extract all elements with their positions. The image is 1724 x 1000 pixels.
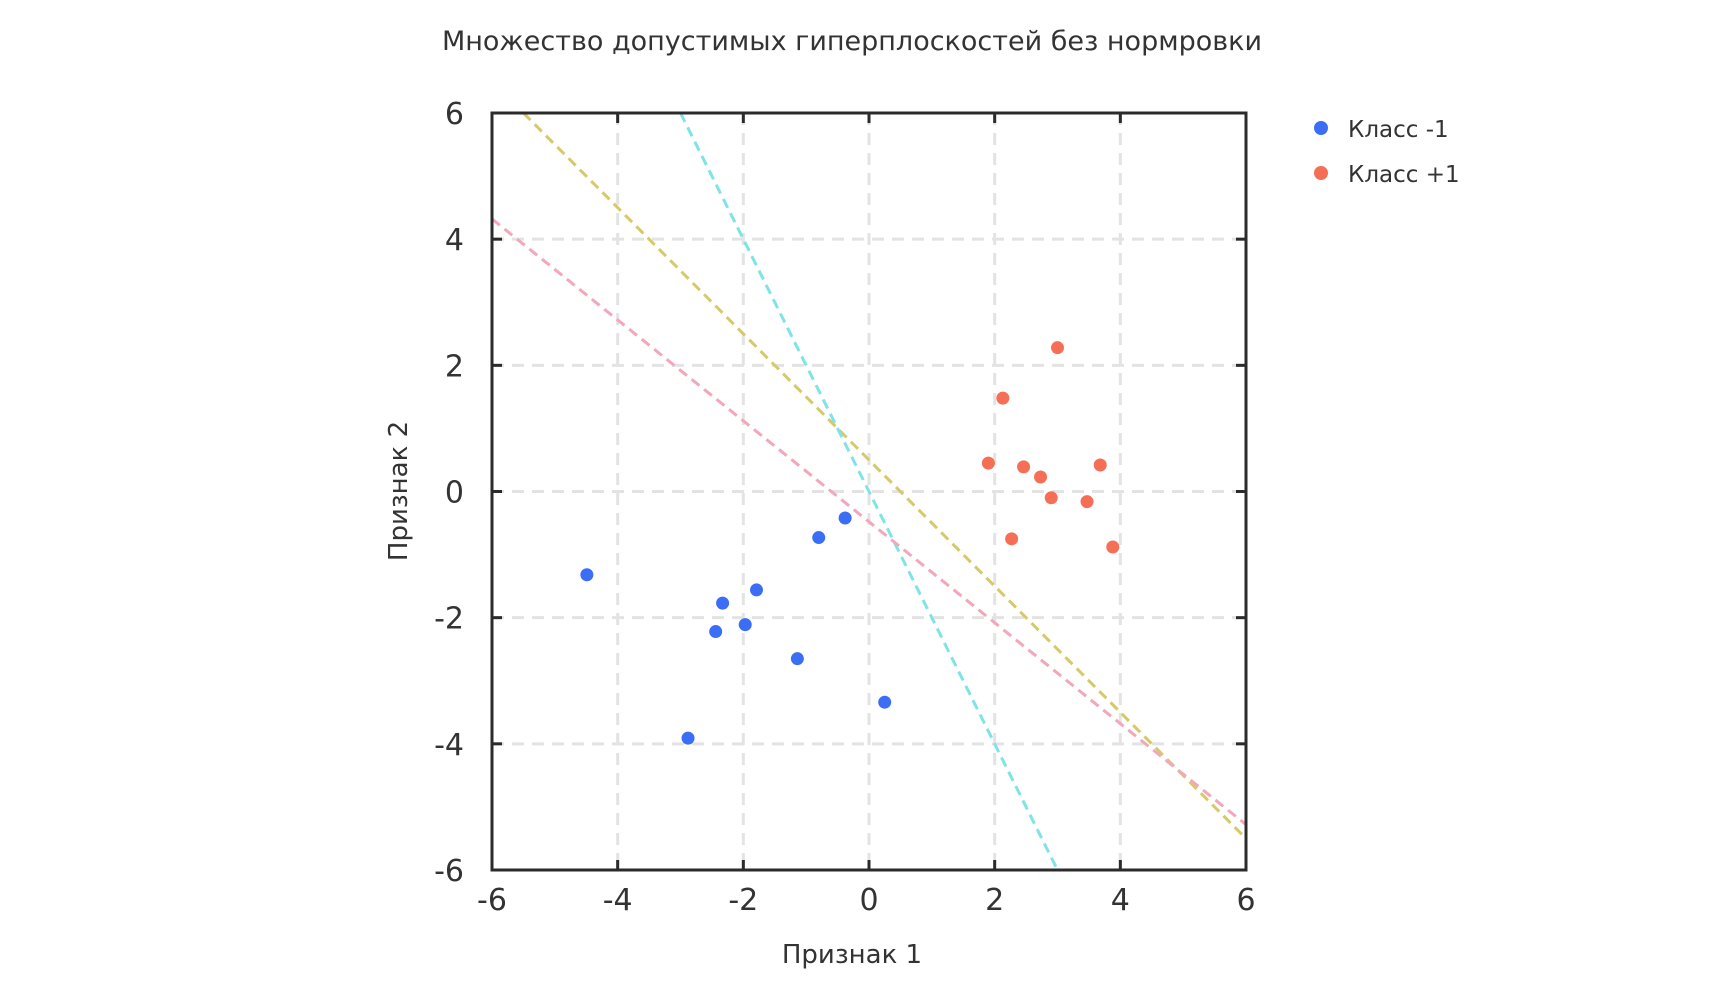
point-class-minus1 (709, 625, 723, 639)
point-class-minus1 (790, 652, 804, 666)
hyperplane-line-3 (491, 217, 1247, 826)
y-tick-label: 0 (445, 476, 464, 511)
x-tick-label: -4 (603, 883, 633, 918)
point-class-plus1 (1044, 491, 1058, 505)
point-class-plus1 (1005, 532, 1019, 546)
point-class-minus1 (812, 531, 826, 545)
y-tick-label: 4 (445, 223, 464, 258)
legend-label-class-plus1: Класс +1 (1348, 162, 1460, 188)
chart-title: Множество допустимых гиперплоскостей без… (442, 26, 1262, 57)
y-tick-label: 6 (445, 97, 464, 132)
point-class-minus1 (716, 596, 730, 610)
point-class-minus1 (750, 583, 764, 597)
hyperplane-line-1 (522, 111, 1248, 840)
x-tick-label: -6 (477, 883, 507, 918)
x-tick-label: 2 (985, 883, 1004, 918)
hyperplane-line-2 (679, 112, 1059, 871)
y-tick-label: -6 (434, 854, 464, 889)
x-tick-label: 6 (1236, 883, 1255, 918)
point-class-plus1 (981, 456, 995, 470)
point-class-plus1 (1034, 470, 1048, 484)
y-tick-label: -4 (434, 728, 464, 763)
x-tick-label: 0 (859, 883, 878, 918)
point-class-minus1 (738, 618, 752, 632)
y-tick-label: -2 (434, 602, 464, 637)
legend-label-class-minus1: Класс -1 (1348, 117, 1449, 143)
point-class-minus1 (838, 511, 852, 525)
y-tick-label: 2 (445, 349, 464, 384)
point-class-plus1 (996, 391, 1010, 405)
x-tick-label: -2 (728, 883, 758, 918)
point-class-plus1 (1093, 458, 1107, 472)
point-class-plus1 (1051, 341, 1064, 355)
point-class-minus1 (681, 731, 695, 745)
point-class-minus1 (878, 695, 892, 709)
legend: Класс -1 Класс +1 (1314, 117, 1460, 188)
x-tick-label: 4 (1111, 883, 1130, 918)
x-axis-label: Признак 1 (782, 940, 922, 970)
y-axis-label: Признак 2 (384, 421, 414, 561)
axis-ticks: -6 -4 -2 0 2 4 6 -6 -4 -2 0 2 4 6 (434, 97, 1255, 918)
hyperplanes (491, 111, 1248, 871)
legend-marker-class-minus1 (1314, 121, 1328, 135)
data-points (580, 341, 1120, 745)
legend-marker-class-plus1 (1314, 166, 1328, 180)
point-class-plus1 (1106, 540, 1120, 554)
point-class-minus1 (580, 568, 594, 582)
point-class-plus1 (1080, 495, 1094, 509)
point-class-plus1 (1017, 460, 1031, 474)
